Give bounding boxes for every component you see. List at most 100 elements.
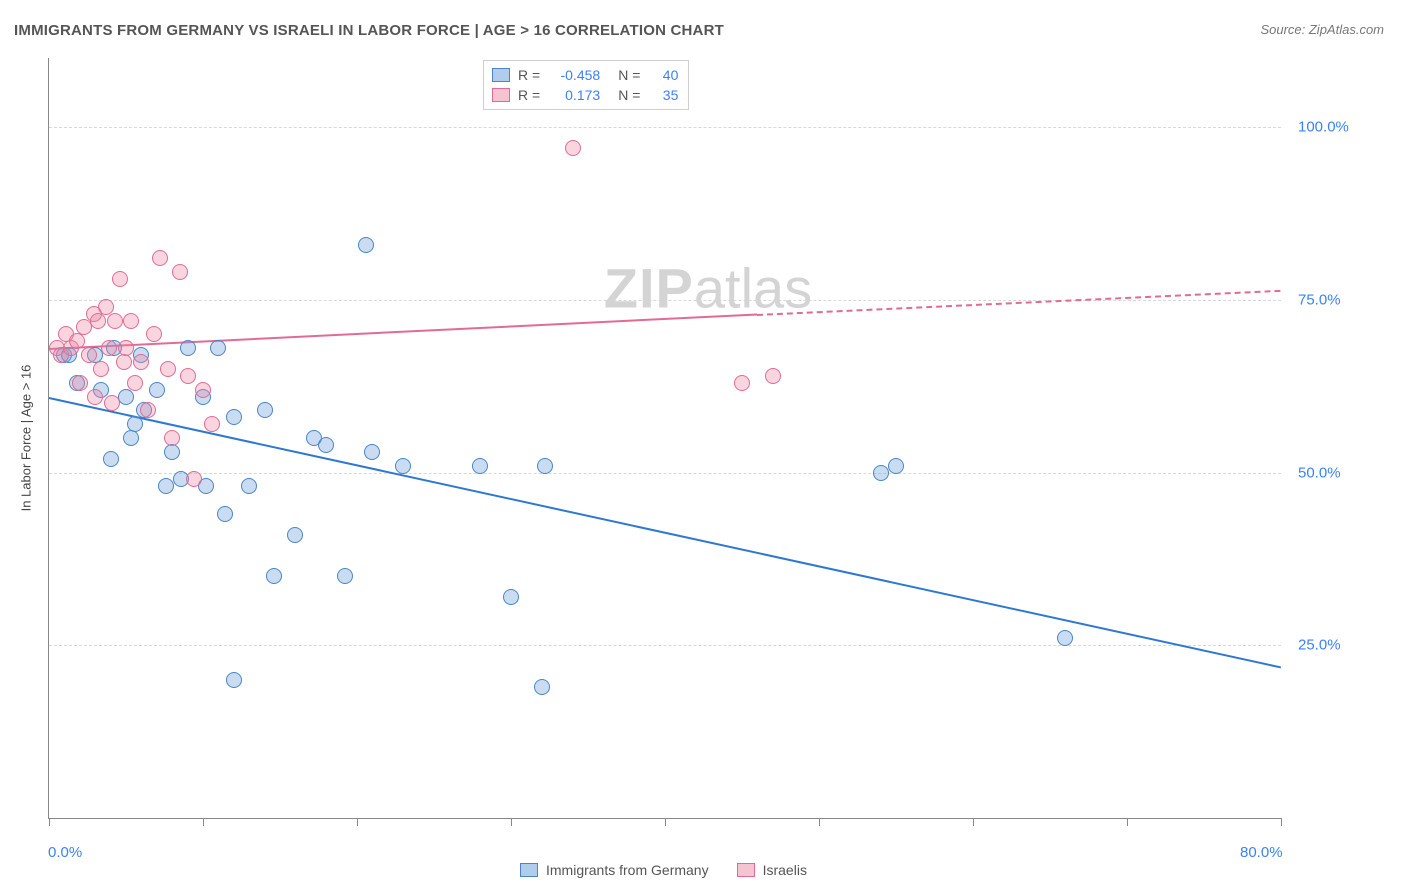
data-point (72, 375, 88, 391)
data-point (204, 416, 220, 432)
data-point (210, 340, 226, 356)
y-tick-label: 50.0% (1298, 464, 1341, 481)
data-point (101, 340, 117, 356)
data-point (472, 458, 488, 474)
data-point (158, 478, 174, 494)
data-point (140, 402, 156, 418)
data-point (149, 382, 165, 398)
data-point (266, 568, 282, 584)
data-point (395, 458, 411, 474)
x-tick (1127, 818, 1128, 826)
data-point (195, 382, 211, 398)
source-label: Source: ZipAtlas.com (1260, 22, 1384, 37)
legend-swatch (737, 863, 755, 877)
n-label: N = (618, 87, 640, 103)
legend-stat-row: R = 0.173 N = 35 (492, 85, 678, 105)
data-point (241, 478, 257, 494)
chart-title: IMMIGRANTS FROM GERMANY VS ISRAELI IN LA… (14, 22, 724, 39)
x-tick (203, 818, 204, 826)
data-point (358, 237, 374, 253)
data-point (118, 389, 134, 405)
data-point (116, 354, 132, 370)
x-tick-label: 0.0% (48, 844, 82, 861)
data-point (127, 375, 143, 391)
r-value: -0.458 (548, 67, 600, 83)
x-tick (511, 818, 512, 826)
data-point (164, 430, 180, 446)
data-point (81, 347, 97, 363)
data-point (873, 465, 889, 481)
x-tick-label: 80.0% (1240, 844, 1283, 861)
data-point (103, 451, 119, 467)
data-point (87, 389, 103, 405)
y-tick-label: 25.0% (1298, 637, 1341, 654)
data-point (337, 568, 353, 584)
legend-label: Immigrants from Germany (546, 862, 709, 878)
legend-item: Israelis (737, 862, 807, 878)
data-point (133, 354, 149, 370)
data-point (152, 250, 168, 266)
data-point (107, 313, 123, 329)
data-point (118, 340, 134, 356)
r-label: R = (518, 67, 540, 83)
data-point (1057, 630, 1073, 646)
x-tick (49, 818, 50, 826)
gridline (49, 645, 1281, 646)
data-point (104, 395, 120, 411)
r-value: 0.173 (548, 87, 600, 103)
data-point (734, 375, 750, 391)
data-point (287, 527, 303, 543)
r-label: R = (518, 87, 540, 103)
x-tick (819, 818, 820, 826)
x-tick (973, 818, 974, 826)
data-point (888, 458, 904, 474)
legend-item: Immigrants from Germany (520, 862, 709, 878)
data-point (226, 409, 242, 425)
data-point (537, 458, 553, 474)
legend-stats: R = -0.458 N = 40 R = 0.173 N = 35 (483, 60, 689, 110)
plot-area (48, 58, 1281, 819)
data-point (364, 444, 380, 460)
data-point (503, 589, 519, 605)
data-point (93, 361, 109, 377)
data-point (186, 471, 202, 487)
data-point (164, 444, 180, 460)
legend-series: Immigrants from Germany Israelis (520, 862, 807, 878)
data-point (90, 313, 106, 329)
data-point (217, 506, 233, 522)
n-value: 40 (648, 67, 678, 83)
y-tick-label: 75.0% (1298, 291, 1341, 308)
data-point (180, 340, 196, 356)
n-value: 35 (648, 87, 678, 103)
legend-stat-row: R = -0.458 N = 40 (492, 65, 678, 85)
gridline (49, 473, 1281, 474)
data-point (123, 313, 139, 329)
data-point (69, 333, 85, 349)
x-tick (1281, 818, 1282, 826)
y-tick-label: 100.0% (1298, 119, 1349, 136)
legend-swatch (492, 88, 510, 102)
data-point (257, 402, 273, 418)
data-point (146, 326, 162, 342)
data-point (180, 368, 196, 384)
y-axis-label: In Labor Force | Age > 16 (19, 365, 34, 512)
trend-line (49, 397, 1281, 668)
legend-swatch (520, 863, 538, 877)
data-point (112, 271, 128, 287)
data-point (123, 430, 139, 446)
data-point (172, 264, 188, 280)
trend-line (757, 289, 1281, 315)
data-point (565, 140, 581, 156)
data-point (318, 437, 334, 453)
legend-label: Israelis (763, 862, 807, 878)
n-label: N = (618, 67, 640, 83)
legend-swatch (492, 68, 510, 82)
data-point (127, 416, 143, 432)
data-point (160, 361, 176, 377)
data-point (534, 679, 550, 695)
gridline (49, 127, 1281, 128)
data-point (765, 368, 781, 384)
x-tick (357, 818, 358, 826)
data-point (226, 672, 242, 688)
x-tick (665, 818, 666, 826)
